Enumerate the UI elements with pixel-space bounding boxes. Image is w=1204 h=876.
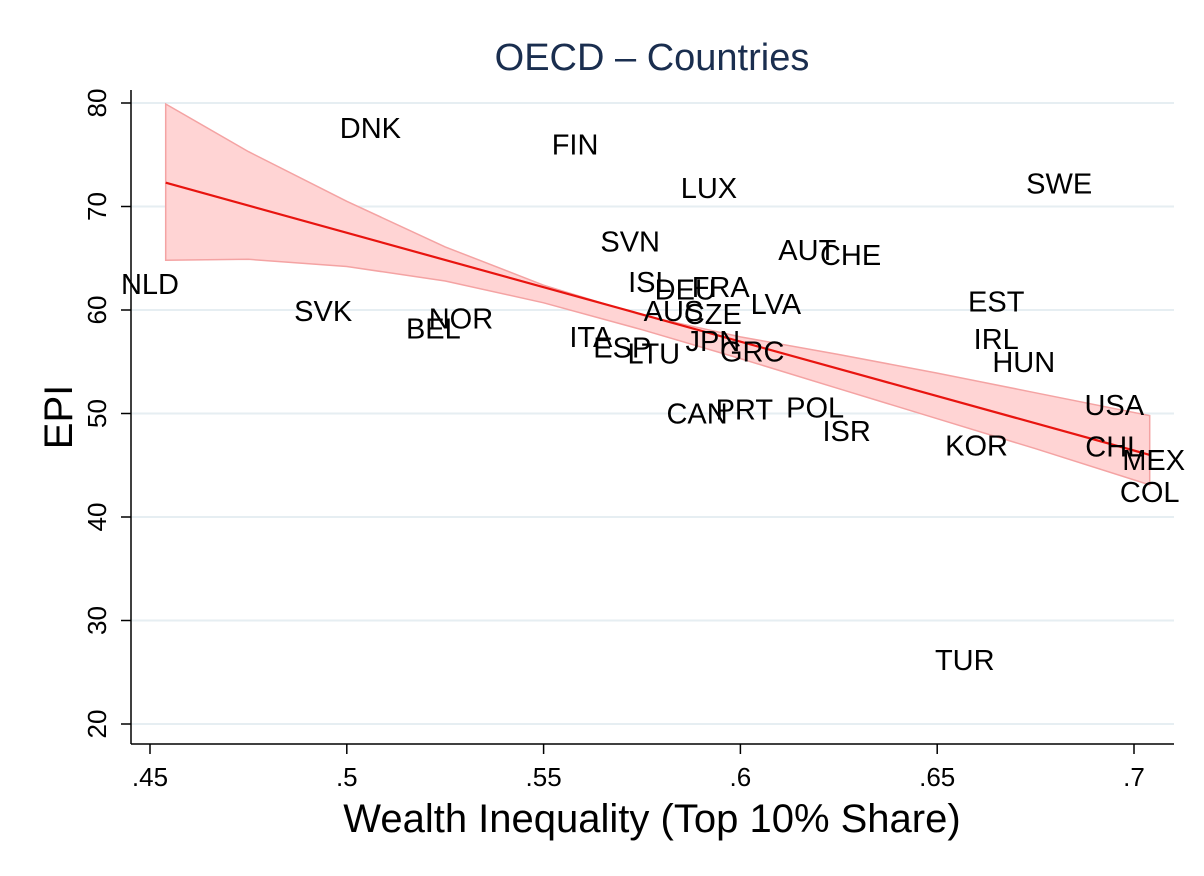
point-label-swe: SWE <box>1026 169 1092 201</box>
y-axis-title: EPI <box>37 385 81 449</box>
x-tick-label: .7 <box>1123 762 1145 792</box>
x-tick-label: .6 <box>730 762 752 792</box>
point-label-esp: ESP <box>593 332 651 364</box>
y-tick-label: 50 <box>82 399 112 428</box>
y-tick-label: 70 <box>82 192 112 221</box>
y-tick-label: 30 <box>82 606 112 635</box>
point-label-fin: FIN <box>552 129 599 161</box>
point-label-col: COL <box>1120 477 1180 509</box>
point-label-pol: POL <box>786 392 844 424</box>
point-label-dnk: DNK <box>340 113 402 145</box>
point-label-svk: SVK <box>294 296 353 328</box>
point-label-irl: IRL <box>974 324 1019 356</box>
y-tick-label: 80 <box>82 89 112 118</box>
point-label-fra: FRA <box>692 272 751 304</box>
gridlines <box>131 102 1174 725</box>
x-tick-label: .65 <box>919 762 955 792</box>
point-label-mex: MEX <box>1122 445 1185 477</box>
point-label-aus: AUS <box>644 296 704 328</box>
point-label-lux: LUX <box>681 173 737 205</box>
point-label-aut: AUT <box>778 235 836 267</box>
point-label-nld: NLD <box>121 269 179 301</box>
point-label-isr: ISR <box>823 416 871 448</box>
point-label-che: CHE <box>820 240 881 272</box>
point-label-grc: GRC <box>720 336 784 368</box>
x-axis-ticks: .45 .5 .55 .6 .65 .7 <box>132 744 1145 792</box>
point-label-kor: KOR <box>945 431 1008 463</box>
fit-line-group <box>165 181 1151 456</box>
confidence-band-group <box>164 102 1151 486</box>
point-label-deu: DEU <box>655 274 716 306</box>
y-tick-label: 60 <box>82 296 112 325</box>
point-label-chl: CHL <box>1085 432 1143 464</box>
point-label-ita: ITA <box>569 322 613 354</box>
y-tick-label: 40 <box>82 503 112 532</box>
confidence-band <box>164 102 1151 486</box>
point-label-lva: LVA <box>751 289 802 321</box>
point-label-usa: USA <box>1084 390 1144 422</box>
point-label-hun: HUN <box>992 347 1055 379</box>
x-tick-label: .55 <box>526 762 562 792</box>
point-label-jpn: JPN <box>685 326 740 358</box>
chart-title: OECD – Countries <box>495 37 810 79</box>
point-label-can: CAN <box>666 399 727 431</box>
point-label-isl: ISL <box>628 267 672 299</box>
point-label-bel: BEL <box>406 314 461 346</box>
x-tick-label: .45 <box>132 762 168 792</box>
point-label-ltu: LTU <box>627 338 680 370</box>
point-label-cze: CZE <box>684 299 742 331</box>
y-axis-ticks: 20 30 40 50 60 70 80 <box>82 89 131 739</box>
y-tick-label: 20 <box>82 710 112 739</box>
point-label-tur: TUR <box>935 645 995 677</box>
point-label-nor: NOR <box>429 303 493 335</box>
point-label-svn: SVN <box>600 227 660 259</box>
fit-line <box>165 181 1151 456</box>
point-label-est: EST <box>968 287 1025 319</box>
x-axis-title: Wealth Inequality (Top 10% Share) <box>343 797 960 841</box>
point-label-prt: PRT <box>716 394 774 426</box>
x-tick-label: .5 <box>336 762 358 792</box>
